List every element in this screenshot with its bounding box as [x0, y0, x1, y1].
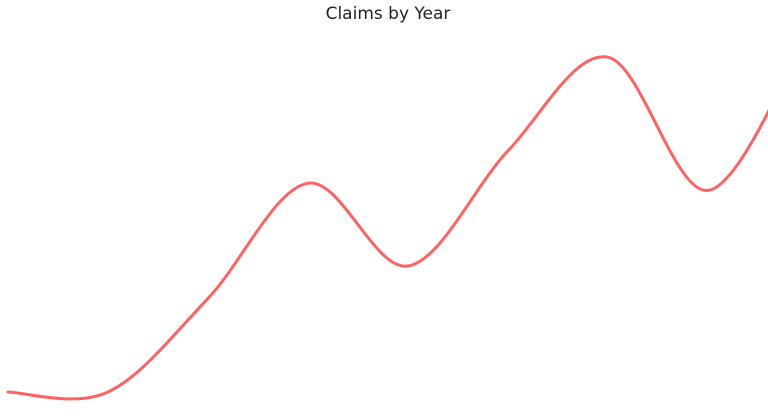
chart-title: Claims by Year: [325, 4, 451, 24]
series-line-0: [6, 55, 768, 401]
